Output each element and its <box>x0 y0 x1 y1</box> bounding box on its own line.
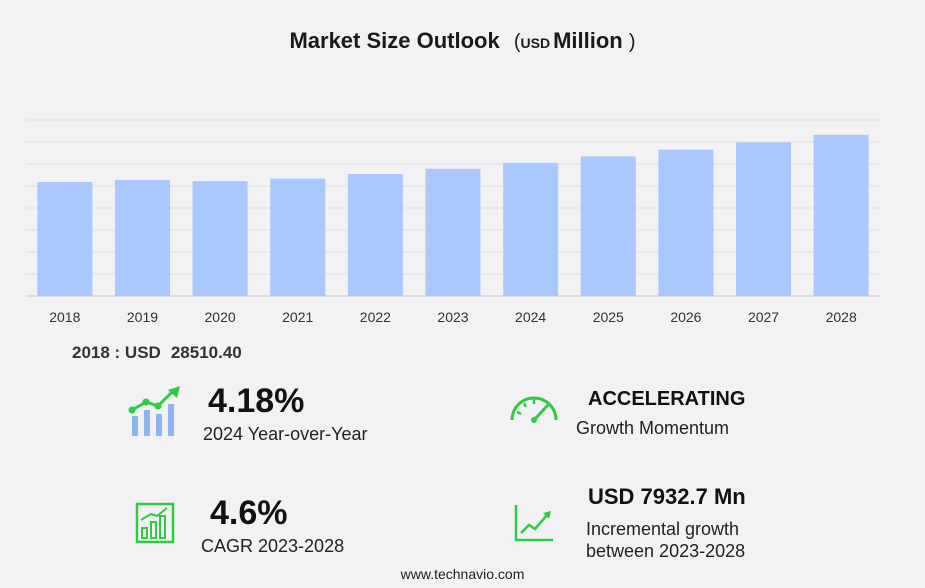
x-tick-label-2021: 2021 <box>282 309 313 325</box>
x-tick-label-2027: 2027 <box>748 309 779 325</box>
x-tick-label-2025: 2025 <box>593 309 624 325</box>
momentum-label: Growth Momentum <box>576 418 730 438</box>
cagr-stat: 4.6% <box>210 494 288 533</box>
bar-2023 <box>425 168 481 296</box>
yoy-label-wrap: 2024 Year-over-Year <box>203 424 367 445</box>
momentum-value: ACCELERATING <box>588 388 746 410</box>
growth-chart-icon <box>128 386 180 436</box>
bar-2024 <box>503 162 559 296</box>
cagr-value: 4.6% <box>210 494 288 532</box>
incremental-label-line2: between 2023-2028 <box>586 541 746 561</box>
bar-2026 <box>658 149 714 296</box>
incremental-label-wrap: Incremental growth between 2023-2028 <box>586 518 745 562</box>
bar-2027 <box>736 142 792 296</box>
unit-magnitude: Million <box>553 28 623 53</box>
bar-2022 <box>347 174 403 296</box>
momentum-label-wrap: Growth Momentum <box>576 418 729 439</box>
chart-title: Market Size Outlook (USD Million ) <box>0 28 925 54</box>
yoy-label: 2024 Year-over-Year <box>203 424 368 444</box>
bar-2021 <box>270 178 326 296</box>
incremental-value: USD 7932.7 Mn <box>588 484 746 509</box>
x-tick-label-2026: 2026 <box>670 309 701 325</box>
bar-2020 <box>192 181 248 296</box>
base-year-value: 2018 : USD 28510.40 <box>72 343 242 363</box>
incremental-label-line1: Incremental growth <box>586 519 740 539</box>
bar-growth-icon <box>135 502 175 544</box>
x-tick-label-2024: 2024 <box>515 309 546 325</box>
x-tick-label-2023: 2023 <box>437 309 468 325</box>
incremental-stat: USD 7932.7 Mn <box>588 484 746 510</box>
x-tick-label-2018: 2018 <box>49 309 80 325</box>
speedometer-icon <box>510 396 558 423</box>
momentum-stat: ACCELERATING <box>588 388 745 411</box>
unit-open-paren: ( <box>513 31 521 53</box>
x-tick-label-2020: 2020 <box>205 309 236 325</box>
x-tick-label-2028: 2028 <box>826 309 857 325</box>
chart-title-main: Market Size Outlook <box>289 28 500 53</box>
cagr-label-wrap: CAGR 2023-2028 <box>201 536 344 557</box>
bar-chart: 2018 2019 2020 2021 2022 2023 2024 2025 2026 2027… <box>26 119 880 325</box>
bar-2018 <box>37 181 93 296</box>
source-footer: www.technavio.com <box>400 566 525 582</box>
yoy-stat: 4.18% <box>208 382 304 421</box>
bar-2019 <box>114 180 170 296</box>
base-year-amount: 28510.40 <box>170 343 242 362</box>
x-tick-label-2022: 2022 <box>360 309 391 325</box>
line-growth-icon <box>514 505 553 542</box>
bar-2028 <box>813 134 869 296</box>
base-year-label: 2018 : USD <box>72 343 161 362</box>
x-tick-label-2019: 2019 <box>127 309 158 325</box>
bar-2025 <box>580 156 636 296</box>
yoy-value: 4.18% <box>208 382 305 420</box>
unit-close-paren: ) <box>628 31 636 53</box>
unit-currency: USD <box>520 35 551 51</box>
cagr-label: CAGR 2023-2028 <box>201 536 345 556</box>
